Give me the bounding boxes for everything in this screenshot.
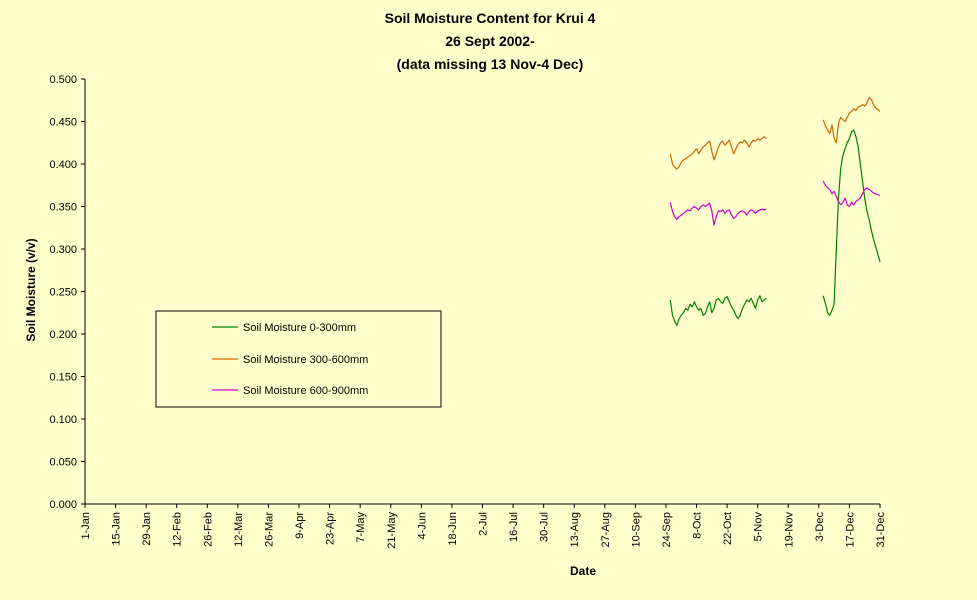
x-tick-label: 1-Jan (80, 512, 92, 540)
chart-title-line-2: 26 Sept 2002- (445, 33, 535, 49)
x-tick-label: 7-May (355, 512, 367, 543)
chart-title: Soil Moisture Content for Krui 4 26 Sept… (385, 10, 596, 72)
x-tick-label: 26-Feb (202, 512, 214, 547)
x-tick-label: 5-Nov (753, 512, 765, 542)
legend-label-300-600mm: Soil Moisture 300-600mm (243, 354, 368, 366)
x-ticks: 1-Jan 15-Jan 29-Jan 12-Feb 26-Feb 12-Mar 26-Ma… (80, 504, 887, 549)
legend-label-0-300mm: Soil Moisture 0-300mm (243, 322, 356, 334)
y-tick-label: 0.050 (49, 457, 77, 469)
chart-title-line-3: (data missing 13 Nov-4 Dec) (397, 56, 584, 72)
y-tick-label: 0.500 (49, 74, 77, 86)
series-line-0-segment-0 (669, 295, 767, 327)
x-tick-label: 16-Jul (508, 512, 520, 542)
x-tick-label: 19-Nov (783, 512, 795, 548)
legend-box (155, 310, 442, 408)
x-tick-label: 18-Jun (447, 512, 459, 546)
plot-area (85, 79, 880, 504)
legend: Soil Moisture 0-300mm Soil Moisture 300-… (155, 310, 442, 408)
series-line-0-segment-1 (822, 129, 881, 316)
x-tick-label: 31-Dec (875, 512, 887, 548)
x-tick-label: 29-Jan (141, 512, 153, 546)
x-tick-label: 22-Oct (722, 512, 734, 545)
chart-title-line-1: Soil Moisture Content for Krui 4 (385, 10, 596, 26)
series-line-1-segment-1 (822, 97, 881, 144)
y-tick-label: 0.450 (49, 117, 77, 129)
series-layer (669, 97, 881, 327)
x-tick-label: 23-Apr (325, 512, 337, 545)
x-tick-label: 15-Jan (111, 512, 123, 546)
y-tick-label: 0.150 (49, 372, 77, 384)
y-tick-label: 0.400 (49, 159, 77, 171)
y-ticks: 0.000 0.050 0.100 0.150 0.200 0.250 0.300 0.350… (49, 74, 85, 511)
x-tick-label: 10-Sep (630, 512, 642, 547)
x-tick-label: 24-Sep (661, 512, 673, 547)
y-tick-label: 0.000 (49, 499, 77, 511)
x-tick-label: 26-Mar (263, 512, 275, 547)
x-tick-label: 13-Aug (569, 512, 581, 547)
x-tick-label: 21-May (386, 512, 398, 549)
x-tick-label: 12-Mar (233, 512, 245, 547)
series-line-2-segment-0 (669, 202, 767, 226)
x-tick-label: 9-Apr (294, 512, 306, 539)
x-tick-label: 8-Oct (692, 512, 704, 539)
x-axis-title: Date (570, 564, 596, 578)
series-line-1-segment-0 (669, 136, 767, 170)
y-tick-label: 0.300 (49, 244, 77, 256)
y-tick-label: 0.100 (49, 414, 77, 426)
legend-label-600-900mm: Soil Moisture 600-900mm (243, 385, 368, 397)
x-tick-label: 4-Jun (416, 512, 428, 540)
y-tick-label: 0.350 (49, 202, 77, 214)
x-tick-label: 30-Jul (539, 512, 551, 542)
y-axis-title: Soil Moisture (v/v) (24, 238, 38, 341)
x-tick-label: 17-Dec (844, 512, 856, 548)
x-tick-label: 3-Dec (814, 512, 826, 542)
series-line-2-segment-1 (822, 180, 881, 208)
x-tick-label: 12-Feb (172, 512, 184, 547)
x-tick-label: 2-Jul (478, 512, 490, 536)
y-tick-label: 0.200 (49, 329, 77, 341)
y-tick-label: 0.250 (49, 287, 77, 299)
x-tick-label: 27-Aug (600, 512, 612, 547)
